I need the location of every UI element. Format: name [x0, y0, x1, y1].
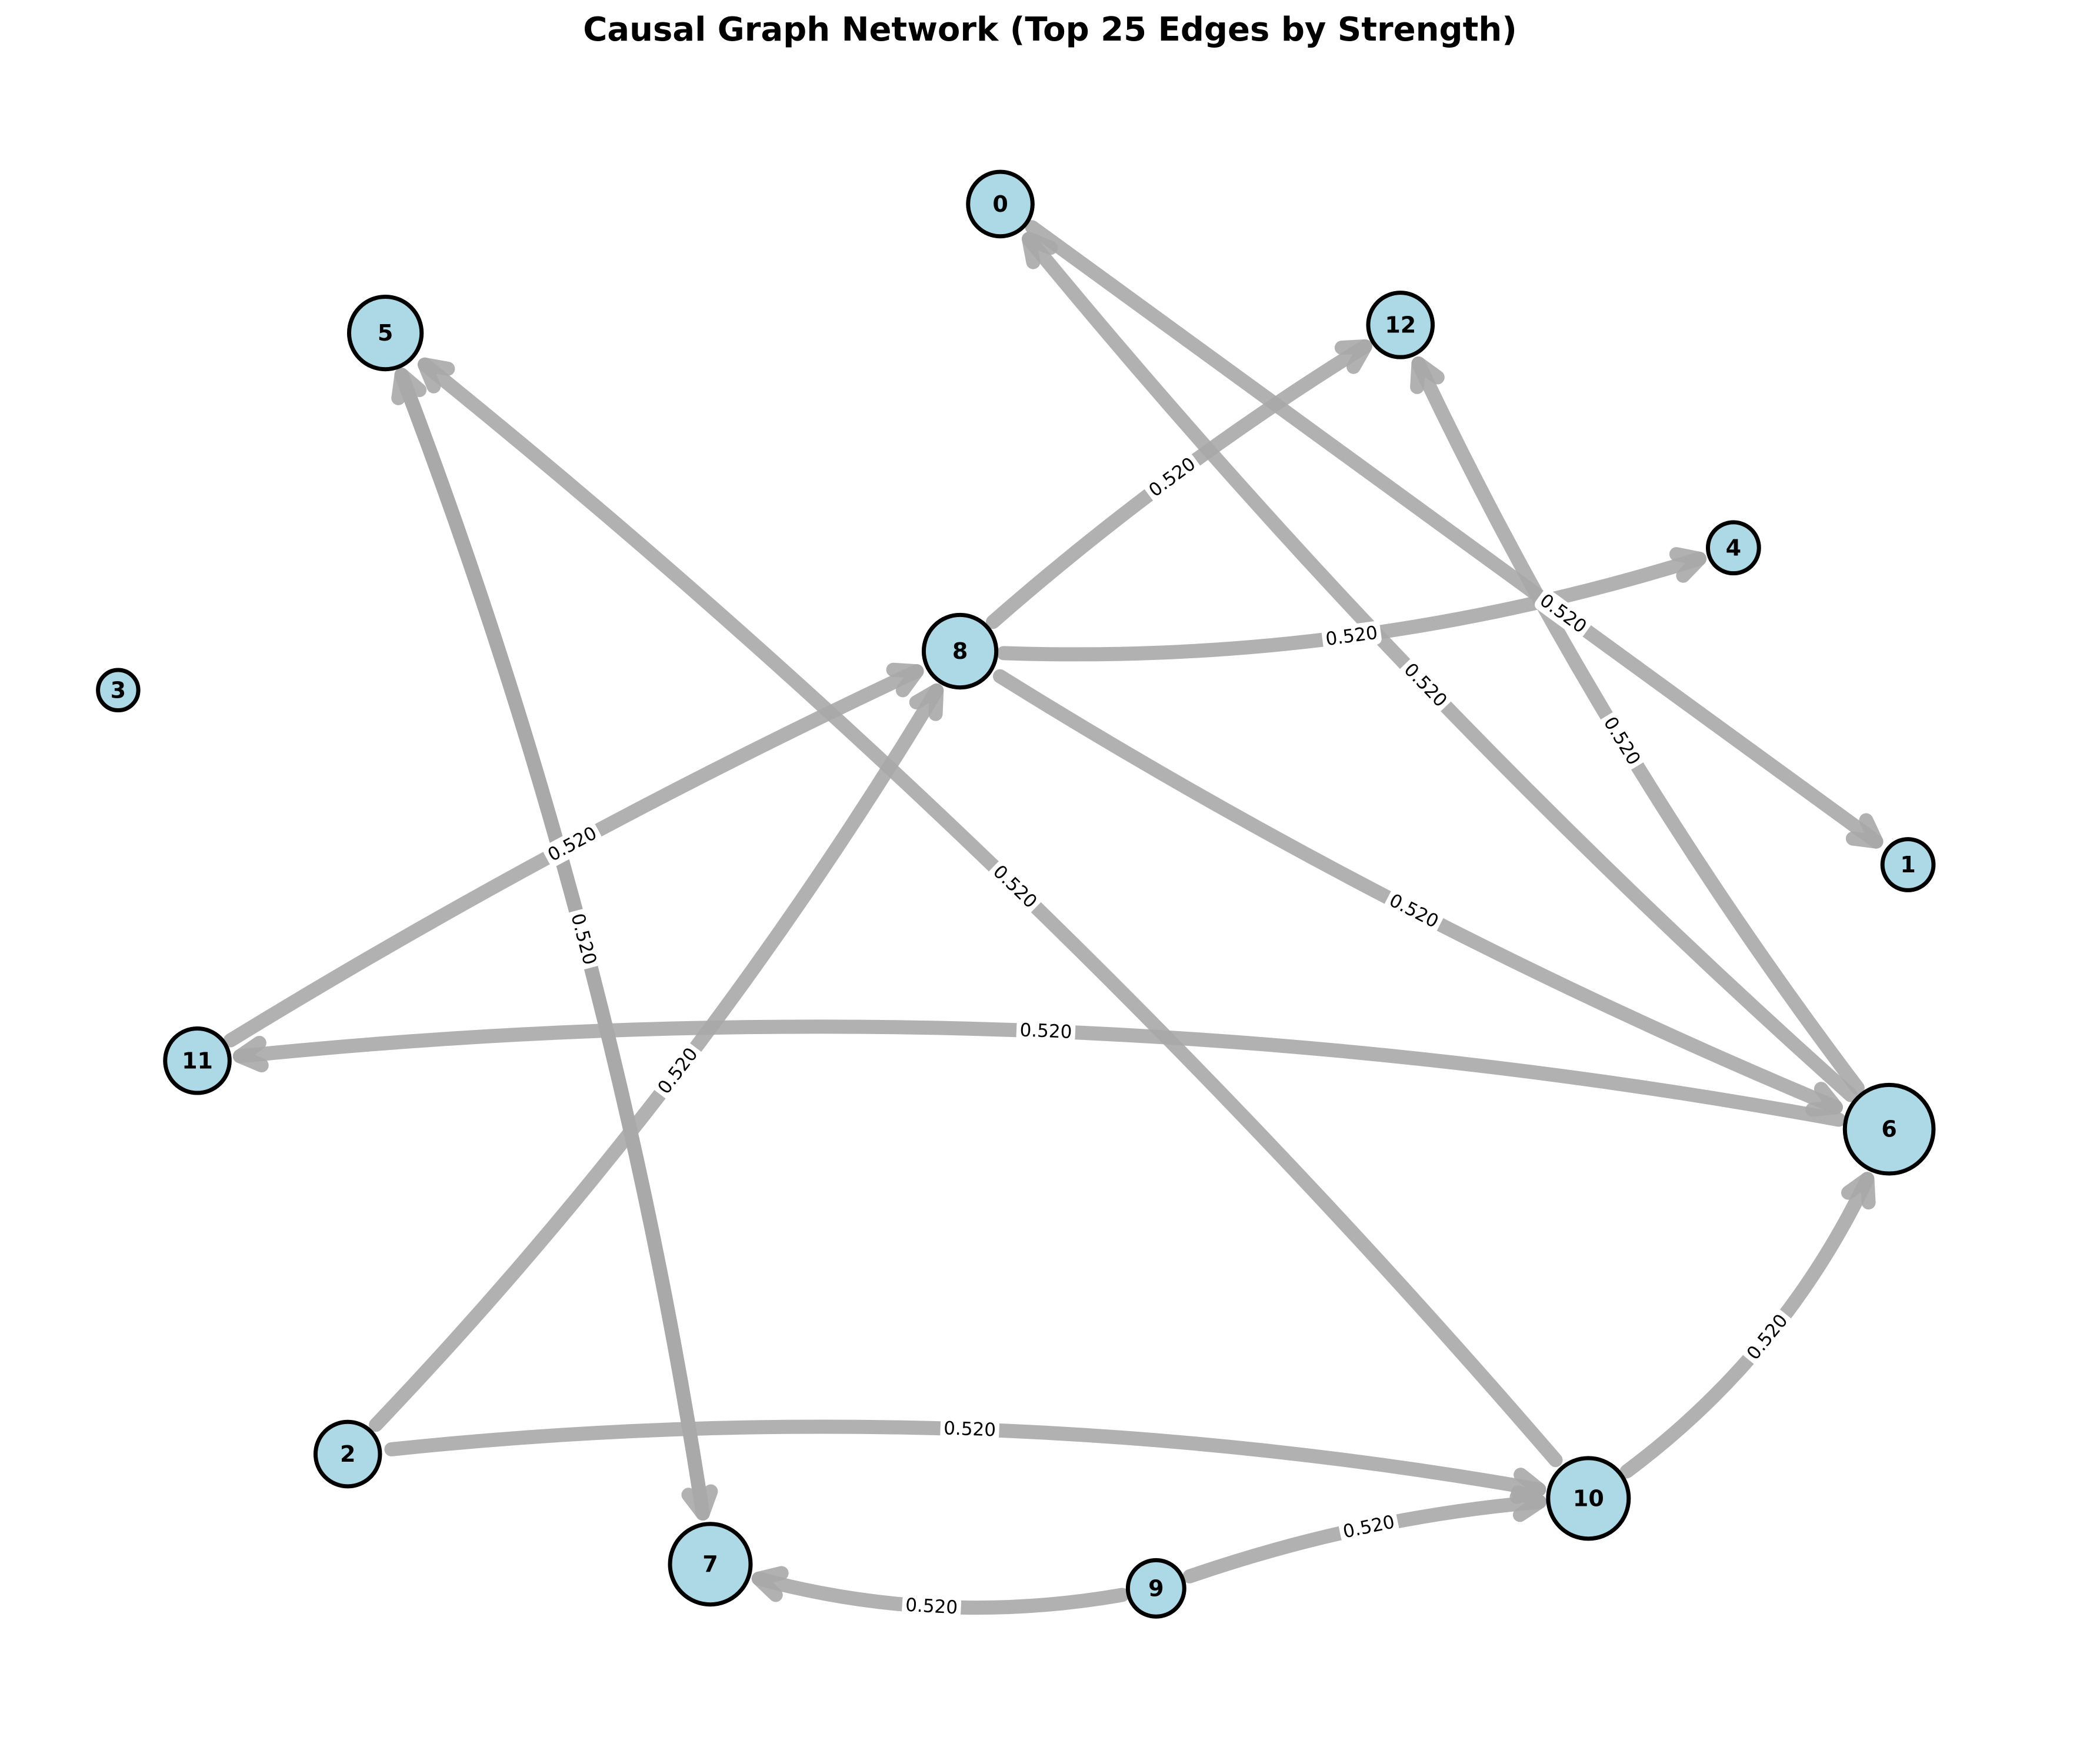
arrowhead-11-to-8: [886, 662, 924, 698]
edge-label-8-to-12: 0.520: [1144, 452, 1201, 502]
arrowhead-8-to-4: [1669, 547, 1707, 583]
node-10[interactable]: 10: [1546, 1456, 1631, 1541]
edge-weight-text: 0.520: [1743, 1310, 1792, 1364]
arrowhead-6-to-12: [1410, 356, 1445, 394]
node-1[interactable]: 1: [1880, 837, 1936, 892]
edge-label-9-to-7: 0.520: [902, 1593, 962, 1620]
arrowhead-7-to-5: [391, 368, 427, 405]
node-1-label: 1: [1900, 852, 1915, 878]
node-4-label: 4: [1726, 535, 1741, 561]
edge-weight-text: 0.520: [1386, 890, 1442, 933]
edge-label-9-to-10: 0.520: [1338, 1510, 1399, 1543]
edge-label-background: [1742, 1309, 1793, 1365]
node-2-label: 2: [340, 1441, 355, 1467]
node-7[interactable]: 7: [668, 1522, 753, 1607]
node-6-circle[interactable]: [1842, 1082, 1936, 1176]
edge-label-background: [1016, 1018, 1076, 1044]
edge-label-8-to-4: 0.520: [1321, 621, 1382, 651]
node-5-label: 5: [378, 320, 393, 346]
edge-weight-text: 0.520: [1599, 713, 1645, 769]
edge-label-2-to-8: 0.520: [653, 1042, 703, 1099]
edge-label-background: [543, 822, 602, 866]
edge-6-to-0: [1021, 232, 1858, 1102]
node-5[interactable]: 5: [346, 294, 424, 372]
node-1-circle[interactable]: [1880, 837, 1936, 892]
node-3[interactable]: 3: [96, 668, 141, 712]
arrowhead-2-to-8: [909, 683, 944, 721]
node-0[interactable]: 0: [966, 169, 1035, 239]
node-4[interactable]: 4: [1705, 520, 1761, 576]
node-11-circle[interactable]: [163, 1026, 232, 1095]
node-0-label: 0: [992, 191, 1008, 217]
edge-label-background: [1399, 658, 1452, 712]
node-8-label: 8: [952, 638, 968, 664]
arrowhead-6-to-11: [232, 1035, 269, 1073]
edge-label-background: [940, 1416, 999, 1442]
node-6-label: 6: [1881, 1116, 1896, 1142]
arrowhead-8-to-12: [1334, 339, 1372, 374]
node-7-circle[interactable]: [668, 1522, 753, 1607]
edge-label-10-to-6: 0.520: [1742, 1309, 1793, 1365]
edge-label-10-to-5: 0.520: [988, 860, 1042, 913]
edge-label-background: [988, 860, 1042, 913]
edges-layer: [224, 220, 1884, 1615]
arrowhead-6-to-0: [1021, 232, 1058, 269]
arrowhead-10-to-6: [1841, 1172, 1876, 1210]
node-5-circle[interactable]: [346, 294, 424, 372]
node-8[interactable]: 8: [921, 612, 999, 690]
edge-label-background: [1338, 1510, 1399, 1543]
edge-weight-text: 0.520: [989, 861, 1041, 913]
node-9-circle[interactable]: [1125, 1558, 1186, 1619]
edge-label-7-to-5: 0.520: [566, 909, 601, 969]
edge-label-background: [1144, 452, 1201, 502]
graph-title: Causal Graph Network (Top 25 Edges by St…: [583, 11, 1517, 49]
edge-weight-text: 0.520: [1399, 659, 1451, 711]
edge-label-6-to-12: 0.520: [1598, 712, 1645, 771]
edge-weight-text: 0.520: [1324, 622, 1379, 650]
arrowhead-9-to-7: [751, 1566, 789, 1602]
arrowhead-0-to-1: [1845, 813, 1884, 849]
node-10-label: 10: [1573, 1485, 1604, 1511]
node-11-label: 11: [182, 1048, 213, 1073]
edge-label-background: [653, 1042, 703, 1099]
node-2[interactable]: 2: [313, 1419, 382, 1489]
edge-label-background: [1535, 589, 1592, 638]
edge-label-background: [902, 1593, 962, 1620]
edge-label-background: [1598, 712, 1645, 771]
edge-10-to-6: [1619, 1172, 1875, 1479]
node-10-circle[interactable]: [1546, 1456, 1631, 1541]
edge-weight-text: 0.520: [944, 1418, 996, 1441]
edge-label-background: [1321, 621, 1382, 651]
node-8-circle[interactable]: [921, 612, 999, 690]
edge-6-to-12: [1411, 356, 1865, 1095]
edge-0-to-1: [1025, 220, 1884, 849]
node-4-circle[interactable]: [1705, 520, 1761, 576]
arrowhead-8-to-6: [1805, 1082, 1843, 1117]
edge-label-6-to-11: 0.520: [1016, 1018, 1076, 1044]
node-12-circle[interactable]: [1366, 291, 1435, 359]
node-9-label: 9: [1148, 1575, 1164, 1601]
node-2-circle[interactable]: [313, 1419, 382, 1489]
node-7-label: 7: [702, 1551, 718, 1577]
edge-label-2-to-10: 0.520: [940, 1416, 999, 1442]
edge-10-to-5: [418, 357, 1563, 1468]
node-0-circle[interactable]: [966, 169, 1035, 239]
node-12[interactable]: 12: [1366, 291, 1435, 359]
edge-weight-text: 0.520: [905, 1595, 958, 1619]
node-12-label: 12: [1385, 312, 1416, 338]
edge-weight-text: 0.520: [1019, 1019, 1072, 1043]
node-3-circle[interactable]: [96, 668, 141, 712]
edge-label-background: [566, 909, 601, 969]
node-6[interactable]: 6: [1842, 1082, 1936, 1176]
node-9[interactable]: 9: [1125, 1558, 1186, 1619]
node-11[interactable]: 11: [163, 1026, 232, 1095]
edge-label-6-to-0: 0.520: [1399, 658, 1452, 712]
edge-label-background: [1384, 889, 1444, 933]
node-3-label: 3: [111, 677, 126, 703]
arrowhead-9-to-10: [1511, 1485, 1547, 1522]
arrowhead-10-to-5: [418, 357, 455, 394]
edge-label-8-to-6: 0.520: [1384, 889, 1444, 933]
